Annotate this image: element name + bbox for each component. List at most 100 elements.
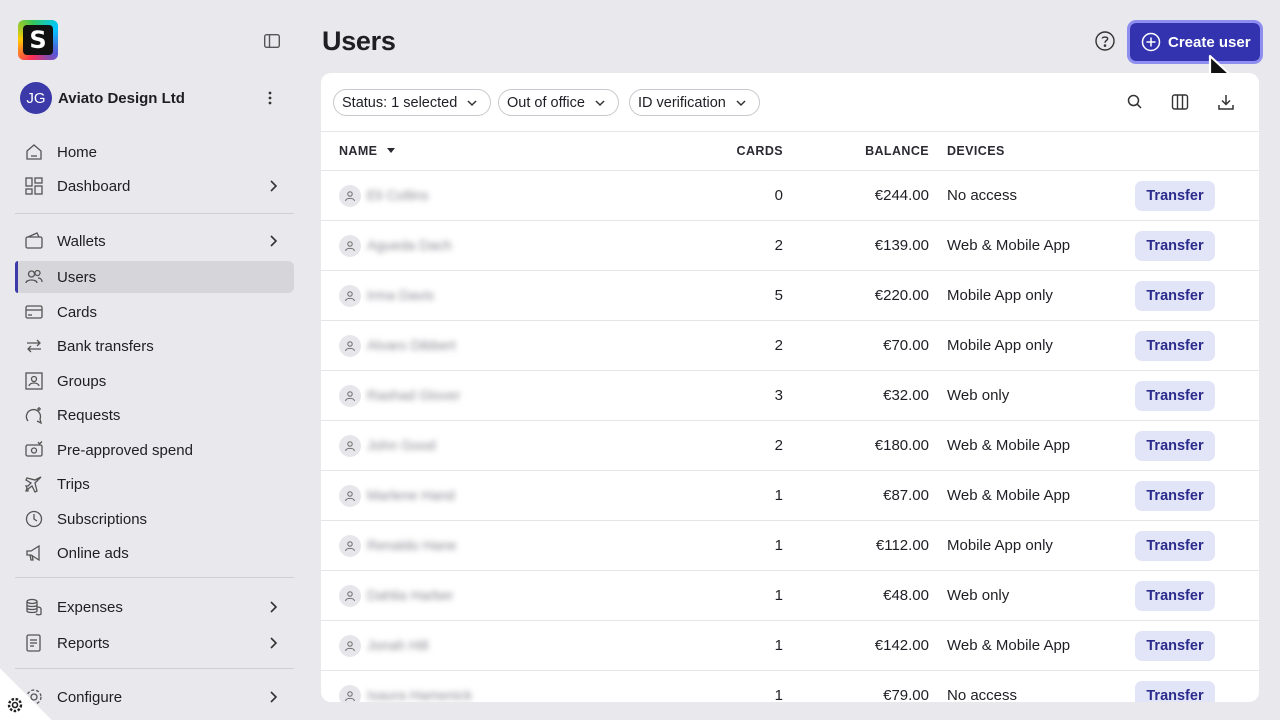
transfer-button[interactable]: Transfer: [1135, 281, 1215, 311]
transfer-button[interactable]: Transfer: [1135, 631, 1215, 661]
transfer-button[interactable]: Transfer: [1135, 681, 1215, 702]
cards-count: 1: [774, 587, 783, 604]
chevron-right-icon: [270, 235, 278, 247]
search-icon[interactable]: [1126, 93, 1144, 111]
sidebar-item-expenses[interactable]: Expenses: [15, 591, 294, 623]
sidebar-item-wallets[interactable]: Wallets: [15, 225, 294, 257]
filter-status[interactable]: Status: 1 selected: [333, 89, 492, 116]
sidebar-item-online-ads[interactable]: Online ads: [15, 537, 294, 569]
chevron-down-icon: [595, 99, 605, 106]
sidebar-item-label: Dashboard: [57, 177, 131, 195]
sidebar-item-configure[interactable]: Configure: [15, 681, 294, 713]
chevron-right-icon: [270, 637, 278, 649]
table-row[interactable]: Renaldo Hane 1 €112.00 Mobile App only Trans…: [321, 521, 1259, 571]
settings-gear-icon[interactable]: [7, 697, 23, 713]
user-icon: [344, 691, 356, 702]
pre-approved-icon: [25, 441, 43, 457]
table-row[interactable]: Eli Collins 0 €244.00 No access Transfer: [321, 171, 1259, 221]
org-switcher[interactable]: JG Aviato Design Ltd: [20, 82, 292, 114]
cards-count: 2: [774, 437, 783, 454]
user-name[interactable]: Marlene Hand: [367, 487, 455, 503]
transfer-button[interactable]: Transfer: [1135, 231, 1215, 261]
filter-label: Status: 1 selected: [342, 94, 458, 111]
cards-count: 2: [774, 337, 783, 354]
clock-icon: [25, 510, 43, 528]
devices-value: Mobile App only: [947, 287, 1053, 304]
sidebar-item-requests[interactable]: Requests: [15, 399, 294, 431]
user-name[interactable]: Renaldo Hane: [367, 537, 457, 553]
create-user-button[interactable]: Create user: [1127, 20, 1263, 64]
table-row[interactable]: Rashad Glover 3 €32.00 Web only Transfer: [321, 371, 1259, 421]
table-row[interactable]: Dahlia Harber 1 €48.00 Web only Transfer: [321, 571, 1259, 621]
columns-icon[interactable]: [1171, 93, 1189, 111]
sidebar-item-cards[interactable]: Cards: [15, 296, 294, 328]
user-name[interactable]: Irma Davis: [367, 287, 434, 303]
user-name[interactable]: Jonah Hill: [367, 637, 429, 653]
balance-value: €70.00: [883, 337, 929, 354]
table-row[interactable]: Agueda Dach 2 €139.00 Web & Mobile App Trans…: [321, 221, 1259, 271]
transfer-button[interactable]: Transfer: [1135, 181, 1215, 211]
sidebar-item-trips[interactable]: Trips: [15, 468, 294, 500]
table-row[interactable]: Irma Davis 5 €220.00 Mobile App only Transfe…: [321, 271, 1259, 321]
sidebar-item-users[interactable]: Users: [15, 261, 294, 293]
download-icon[interactable]: [1217, 93, 1235, 111]
user-avatar: [339, 285, 361, 307]
transfer-button[interactable]: Transfer: [1135, 581, 1215, 611]
transfer-button[interactable]: Transfer: [1135, 431, 1215, 461]
column-devices[interactable]: DEVICES: [947, 144, 1005, 158]
table-row[interactable]: Alvaro Dibbert 2 €70.00 Mobile App only Tran…: [321, 321, 1259, 371]
column-cards[interactable]: CARDS: [736, 144, 783, 158]
devices-value: Web & Mobile App: [947, 237, 1071, 254]
column-name[interactable]: NAME: [339, 144, 378, 158]
sidebar-item-reports[interactable]: Reports: [15, 627, 294, 659]
org-name: Aviato Design Ltd: [58, 89, 185, 107]
user-icon: [344, 491, 356, 502]
filter-id-verification[interactable]: ID verification: [629, 89, 760, 116]
user-name[interactable]: Dahlia Harber: [367, 587, 454, 603]
user-name[interactable]: Agueda Dach: [367, 237, 452, 253]
user-name[interactable]: Rashad Glover: [367, 387, 461, 403]
sidebar-item-label: Home: [57, 143, 98, 161]
sidebar-item-subscriptions[interactable]: Subscriptions: [15, 503, 294, 535]
sidebar-item-label: Trips: [57, 475, 90, 493]
coins-icon: [26, 598, 42, 616]
balance-value: €220.00: [874, 287, 929, 304]
sidebar-item-home[interactable]: Home: [15, 136, 294, 168]
user-name[interactable]: Alvaro Dibbert: [367, 337, 456, 353]
sidebar-item-label: Reports: [57, 634, 110, 652]
card-icon: [25, 305, 43, 319]
filter-out-of-office[interactable]: Out of office: [498, 89, 619, 116]
devices-value: No access: [947, 187, 1018, 204]
user-name[interactable]: John Good: [367, 437, 436, 453]
sidebar-toggle-icon: [264, 34, 280, 48]
sidebar-item-bank-transfers[interactable]: Bank transfers: [15, 330, 294, 362]
column-balance[interactable]: BALANCE: [865, 144, 929, 158]
balance-value: €87.00: [883, 487, 929, 504]
help-icon[interactable]: [1094, 30, 1116, 52]
balance-value: €112.00: [875, 537, 929, 554]
devices-value: Mobile App only: [947, 337, 1053, 354]
app-logo[interactable]: S: [18, 20, 58, 60]
table-row[interactable]: Jonah Hill 1 €142.00 Web & Mobile App Transf…: [321, 621, 1259, 671]
table-row[interactable]: Isaura Hamenick 1 €79.00 No access Transfer: [321, 671, 1259, 702]
transfer-button[interactable]: Transfer: [1135, 381, 1215, 411]
table-row[interactable]: John Good 2 €180.00 Web & Mobile App Transfe…: [321, 421, 1259, 471]
transfer-button[interactable]: Transfer: [1135, 531, 1215, 561]
chevron-down-icon: [736, 99, 746, 106]
transfer-button[interactable]: Transfer: [1135, 331, 1215, 361]
sidebar-item-dashboard[interactable]: Dashboard: [15, 170, 294, 202]
org-more-button[interactable]: [260, 88, 280, 108]
chevron-right-icon: [270, 180, 278, 192]
cards-count: 1: [774, 687, 783, 702]
transfer-button[interactable]: Transfer: [1135, 481, 1215, 511]
cards-count: 3: [774, 387, 783, 404]
plus-circle-icon: [1141, 32, 1161, 52]
user-name[interactable]: Eli Collins: [367, 187, 429, 203]
sidebar-toggle-button[interactable]: [262, 31, 282, 51]
table-row[interactable]: Marlene Hand 1 €87.00 Web & Mobile App Trans…: [321, 471, 1259, 521]
sidebar-item-pre-approved-spend[interactable]: Pre-approved spend: [15, 434, 294, 466]
sidebar-item-groups[interactable]: Groups: [15, 365, 294, 397]
balance-value: €32.00: [883, 387, 929, 404]
sort-desc-icon: [387, 148, 395, 153]
user-name[interactable]: Isaura Hamenick: [367, 687, 473, 702]
